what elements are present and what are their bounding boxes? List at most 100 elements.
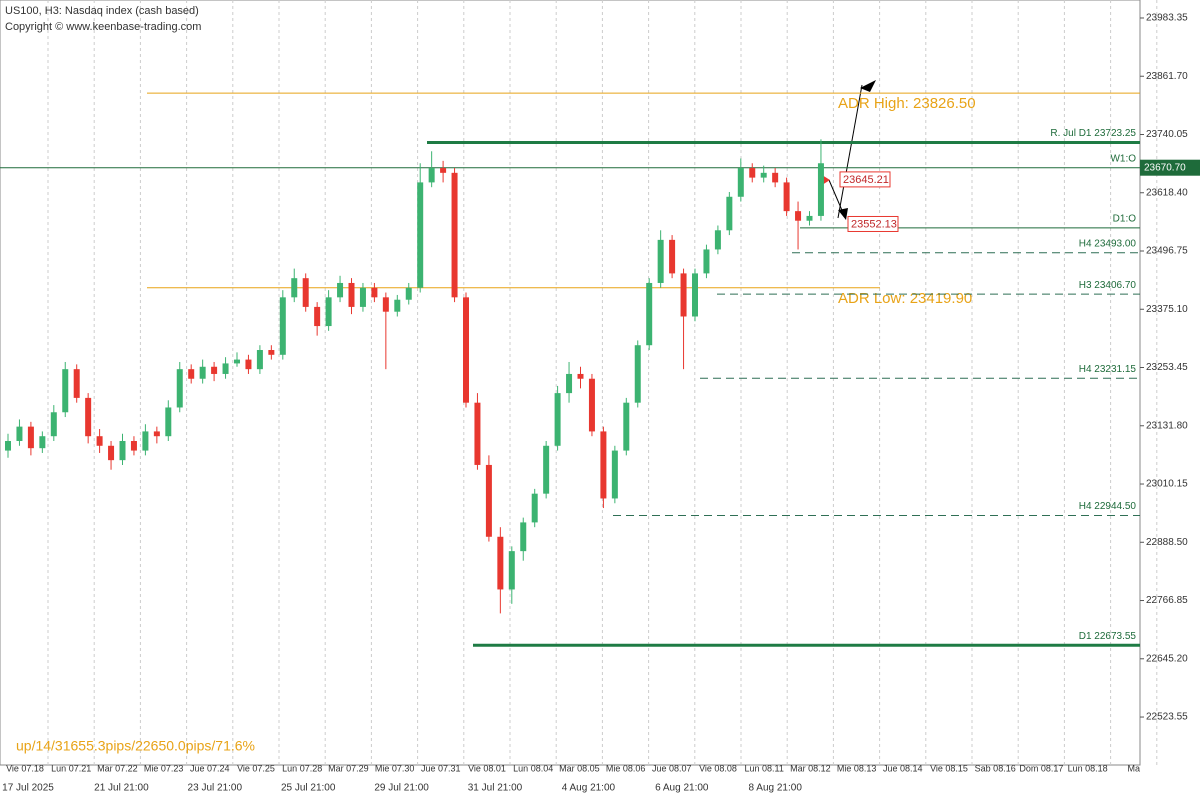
candle-body — [5, 440, 11, 451]
y-tick-label: 23496.75 — [1146, 246, 1188, 257]
x-tick-label: Mie 07.23 — [144, 763, 184, 773]
candle-body — [130, 440, 137, 451]
candle-body — [646, 282, 653, 346]
x-tick-label: Mar 07.29 — [328, 763, 369, 773]
candle-body — [62, 369, 69, 413]
y-tick-label: 22523.55 — [1146, 712, 1188, 723]
candle-body — [234, 359, 240, 364]
candle-body — [657, 239, 664, 283]
level-label: ADR Low: 23419.90 — [838, 290, 972, 307]
x-tick-label: Sab 08.16 — [975, 763, 1016, 773]
candle-body — [806, 215, 813, 221]
x-date-label: 29 Jul 21:00 — [374, 783, 429, 794]
chart-title: US100, H3: Nasdaq index (cash based) — [5, 5, 199, 17]
candle-body — [153, 431, 160, 437]
x-date-label: 25 Jul 21:00 — [281, 783, 336, 794]
candle-body — [85, 397, 92, 437]
x-tick-label: Lun 08.18 — [1068, 763, 1108, 773]
candle-body — [520, 522, 527, 552]
x-date-label: 23 Jul 21:00 — [188, 783, 243, 794]
candle-body — [600, 431, 607, 499]
grid — [47, 0, 1158, 765]
candle-body — [96, 436, 103, 446]
candle-body — [669, 239, 676, 274]
candle-body — [211, 366, 218, 374]
candle-body — [188, 369, 195, 379]
candle-body — [588, 378, 595, 432]
y-tick-label: 23131.80 — [1146, 420, 1188, 431]
candle-body — [795, 211, 802, 221]
x-tick-label: Vie 08.01 — [468, 763, 506, 773]
candle-body — [577, 373, 584, 379]
x-tick-label: Lun 08.11 — [745, 763, 784, 773]
candle-body — [737, 168, 744, 197]
candle-body — [39, 436, 46, 449]
candle-body — [245, 359, 252, 370]
level-label: R. Jul D1 23723.25 — [1050, 128, 1136, 139]
candle-body — [291, 278, 298, 298]
candle-body — [176, 369, 183, 408]
x-tick-label: Mie 08.06 — [606, 763, 646, 773]
candle-body — [73, 369, 80, 398]
level-label: D1 22673.55 — [1079, 631, 1137, 642]
candle-body — [543, 445, 550, 494]
candle-body — [611, 450, 618, 499]
y-tick-label: 22888.50 — [1146, 537, 1188, 548]
candle-body — [199, 366, 206, 379]
x-tick-label: Mar 08.12 — [790, 763, 831, 773]
candle-body — [703, 249, 710, 274]
level-label: H4 22944.50 — [1079, 501, 1137, 512]
candle-body — [302, 278, 309, 307]
candle-body — [760, 172, 767, 178]
candle-body — [108, 445, 115, 461]
x-tick-label: Mie 08.13 — [837, 763, 877, 773]
price-marker-label: 23552.13 — [851, 218, 897, 230]
candle-body — [256, 350, 263, 370]
candle-body — [497, 536, 504, 590]
x-tick-label: Lun 07.28 — [282, 763, 322, 773]
candle-body — [680, 273, 687, 317]
y-tick-label: 22766.85 — [1146, 595, 1188, 606]
x-date-label: 6 Aug 21:00 — [655, 783, 709, 794]
x-tick-label: Vie 07.25 — [237, 763, 275, 773]
candle-body — [692, 273, 698, 317]
candle-body — [772, 172, 779, 183]
x-tick-label: Ma — [1128, 763, 1141, 773]
candle-body — [428, 168, 435, 183]
candle-body — [634, 345, 641, 403]
candle-body — [222, 363, 229, 374]
candle-body — [50, 412, 57, 437]
price-marker-label: 23645.21 — [843, 174, 889, 186]
x-tick-label: Dom 08.17 — [1019, 763, 1063, 773]
candle-body — [165, 407, 172, 437]
arrow-head — [838, 208, 848, 220]
y-tick-label: 23253.45 — [1146, 362, 1188, 373]
y-tick-label: 23861.70 — [1146, 71, 1188, 82]
candle-body — [405, 287, 412, 300]
candle-body — [119, 440, 126, 461]
candle-body — [359, 287, 366, 307]
candle-body — [566, 373, 573, 394]
candle-body — [817, 163, 824, 216]
x-tick-label: Mie 07.30 — [375, 763, 415, 773]
y-tick-label: 23375.10 — [1146, 304, 1188, 315]
price-box — [1140, 159, 1200, 176]
annotation: up/14/31655.3pips/22650.0pips/71.6% — [16, 738, 255, 754]
candle-body — [508, 551, 515, 590]
candle-body — [474, 402, 481, 465]
price-marker — [839, 171, 891, 188]
x-tick-label: Vie 08.08 — [699, 763, 737, 773]
candle-body — [485, 464, 492, 537]
candle-body — [268, 350, 275, 355]
y-tick-label: 23983.35 — [1146, 13, 1188, 24]
x-date-label: 17 Jul 2025 — [2, 783, 54, 794]
candle-body — [27, 426, 34, 449]
y-tick-label: 23010.15 — [1146, 479, 1188, 490]
x-date-label: 31 Jul 21:00 — [468, 783, 523, 794]
candle-body — [726, 196, 733, 231]
x-tick-label: Mar 08.05 — [559, 763, 600, 773]
arrow — [837, 84, 863, 219]
price-box-label: 23670.70 — [1144, 162, 1186, 173]
chart-subtitle: Copyright © www.keenbase-trading.com — [5, 21, 201, 33]
